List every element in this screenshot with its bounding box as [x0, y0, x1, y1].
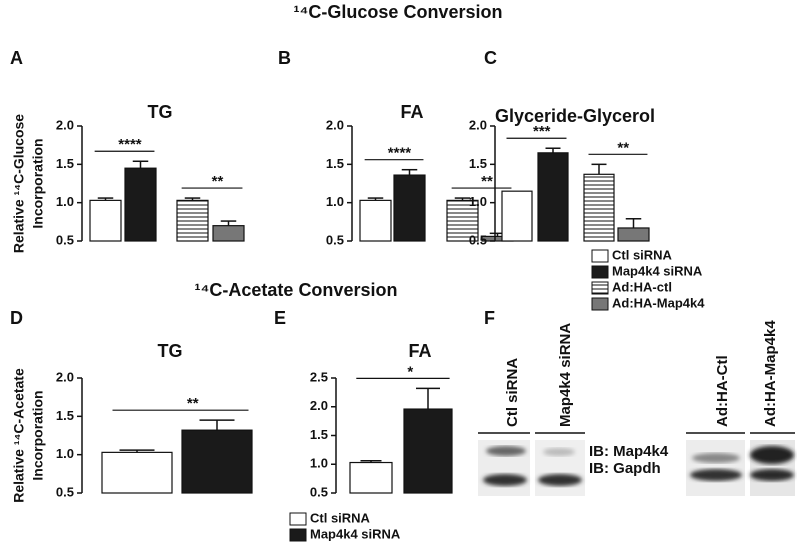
panel-letter: C — [484, 48, 497, 68]
bar — [212, 225, 245, 242]
y-tick-label: 1.0 — [326, 194, 344, 209]
bar — [176, 199, 209, 242]
error-bar — [184, 197, 201, 201]
y-tick-label: 2.5 — [310, 369, 328, 384]
bar — [501, 190, 533, 242]
section-title: ¹⁴C-Acetate Conversion — [195, 280, 398, 300]
chart-title: FA — [408, 341, 431, 361]
y-tick-label: 1.0 — [469, 194, 487, 209]
significance-label: ** — [617, 139, 629, 156]
legend-swatch — [591, 281, 609, 295]
chart-title: Glyceride-Glycerol — [495, 106, 655, 126]
significance-label: * — [407, 363, 413, 380]
bar — [124, 167, 157, 242]
legend-swatch — [289, 528, 307, 542]
chart-title: TG — [158, 341, 183, 361]
y-tick-label: 1.5 — [326, 156, 344, 171]
legend-swatch — [289, 512, 307, 526]
y-tick-label: 1.0 — [310, 456, 328, 471]
error-bar — [625, 218, 642, 228]
chart-title: FA — [400, 102, 423, 122]
y-axis-label: Incorporation — [30, 138, 46, 228]
y-tick-label: 1.0 — [56, 446, 74, 461]
panel-letter: B — [278, 48, 291, 68]
bar — [446, 199, 479, 242]
significance-label: **** — [118, 136, 142, 153]
error-bar — [132, 160, 149, 169]
y-tick-label: 0.5 — [326, 232, 344, 247]
bar — [403, 408, 453, 494]
error-bar — [220, 220, 237, 226]
legend-label: Ctl siRNA — [310, 510, 371, 525]
legend-swatch — [591, 249, 609, 263]
bar — [181, 429, 253, 494]
bar — [537, 152, 569, 242]
bar — [89, 199, 122, 242]
y-tick-label: 2.0 — [469, 117, 487, 132]
legend-label: Ad:HA-ctl — [612, 279, 672, 294]
significance-label: ** — [187, 395, 199, 412]
significance-label: ** — [212, 173, 224, 190]
bar — [349, 461, 393, 494]
row-label: IB: Map4k4 — [589, 443, 669, 460]
error-bar — [416, 387, 440, 410]
y-tick-label: 0.5 — [56, 232, 74, 247]
blot-image — [478, 432, 795, 496]
chart-title: TG — [148, 102, 173, 122]
bar — [393, 174, 426, 242]
y-tick-label: 0.5 — [310, 484, 328, 499]
panel-letter: F — [484, 308, 495, 328]
lane-label: Ctl siRNA — [504, 358, 521, 427]
panel-letter: E — [274, 308, 286, 328]
legend-swatch — [591, 265, 609, 279]
error-bar — [97, 197, 114, 201]
error-bar — [119, 449, 155, 453]
legend-label: Map4k4 siRNA — [310, 526, 401, 541]
y-tick-label: 2.0 — [56, 117, 74, 132]
y-tick-label: 1.5 — [310, 427, 328, 442]
error-bar — [367, 197, 384, 201]
error-bar — [591, 163, 607, 175]
legend-swatch — [591, 297, 609, 311]
error-bar — [401, 168, 418, 176]
y-tick-label: 2.0 — [326, 117, 344, 132]
row-label: IB: Gapdh — [589, 460, 661, 477]
y-axis-label: Relative ¹⁴C-Glucose — [11, 114, 27, 253]
y-tick-label: 1.5 — [56, 156, 74, 171]
error-bar — [360, 460, 382, 463]
y-tick-label: 1.5 — [56, 408, 74, 423]
bar — [101, 451, 173, 494]
y-tick-label: 1.0 — [56, 194, 74, 209]
bar — [617, 227, 650, 242]
section-title: ¹⁴C-Glucose Conversion — [294, 2, 503, 22]
legend-label: Ad:HA-Map4k4 — [612, 295, 705, 310]
error-bar — [545, 147, 561, 153]
y-axis-label: Relative ¹⁴C-Acetate — [11, 368, 27, 503]
significance-label: ** — [481, 173, 493, 190]
y-axis-label: Incorporation — [30, 390, 46, 480]
lane-label: Map4k4 siRNA — [557, 323, 574, 427]
significance-label: **** — [388, 145, 412, 162]
bar — [583, 173, 615, 242]
y-tick-label: 0.5 — [469, 232, 487, 247]
significance-label: *** — [533, 123, 551, 140]
y-tick-label: 0.5 — [56, 484, 74, 499]
y-tick-label: 2.0 — [56, 369, 74, 384]
error-bar — [199, 419, 235, 431]
y-tick-label: 1.5 — [469, 156, 487, 171]
lane-label: Ad:HA-Map4k4 — [762, 320, 779, 427]
bar — [359, 199, 392, 242]
y-tick-label: 2.0 — [310, 398, 328, 413]
legend-label: Map4k4 siRNA — [612, 263, 703, 278]
legend-label: Ctl siRNA — [612, 247, 673, 262]
error-bar — [454, 197, 471, 201]
panel-letter: A — [10, 48, 23, 68]
panel-letter: D — [10, 308, 23, 328]
lane-label: Ad:HA-Ctl — [714, 355, 731, 427]
